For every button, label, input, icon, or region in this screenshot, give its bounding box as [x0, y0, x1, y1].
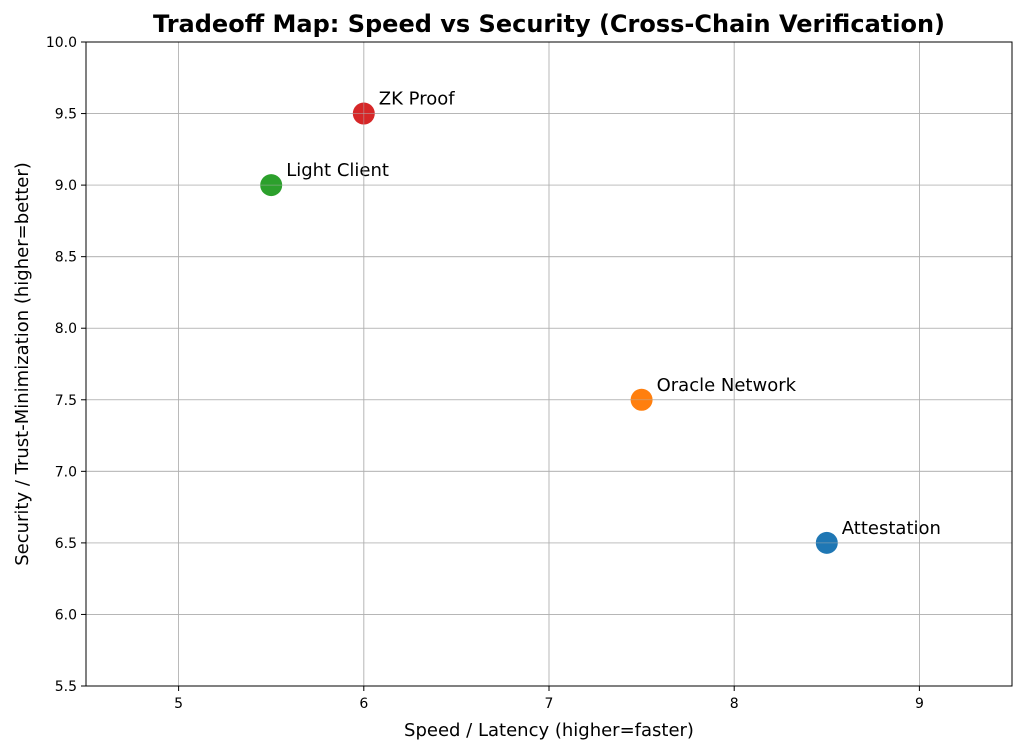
y-tick-label: 7.0	[55, 464, 77, 480]
y-axis-ticks: 5.5 6.0 6.5 7.0 7.5 8.0 8.5 9.0 9.5 10.0	[46, 35, 86, 695]
y-tick-label: 6.0	[55, 607, 77, 623]
y-axis-label: Security / Trust-Minimization (higher=be…	[12, 162, 33, 566]
chart-title: Tradeoff Map: Speed vs Security (Cross-C…	[153, 10, 945, 38]
point-label: Oracle Network	[657, 375, 797, 396]
points: Attestation Oracle Network Light Client ZK …	[260, 89, 941, 554]
x-tick-label: 5	[174, 696, 183, 712]
y-tick-label: 7.5	[55, 393, 77, 409]
x-tick-label: 6	[359, 696, 368, 712]
grid-overlay	[86, 41, 1012, 687]
y-tick-label: 9.5	[55, 107, 77, 123]
y-tick-label: 6.5	[55, 536, 77, 552]
x-tick-label: 8	[730, 696, 739, 712]
x-tick-label: 9	[915, 696, 924, 712]
y-tick-label: 10.0	[46, 35, 77, 51]
y-tick-label: 9.0	[55, 178, 77, 194]
point-label: Light Client	[286, 160, 389, 181]
x-axis-label: Speed / Latency (higher=faster)	[404, 720, 694, 741]
point-label: Attestation	[842, 518, 941, 539]
point-label: ZK Proof	[379, 89, 455, 110]
y-tick-label: 8.0	[55, 321, 77, 337]
y-tick-label: 5.5	[55, 679, 77, 695]
x-axis-ticks: 5 6 7 8 9	[174, 686, 924, 712]
x-tick-label: 7	[545, 696, 554, 712]
y-tick-label: 8.5	[55, 250, 77, 266]
